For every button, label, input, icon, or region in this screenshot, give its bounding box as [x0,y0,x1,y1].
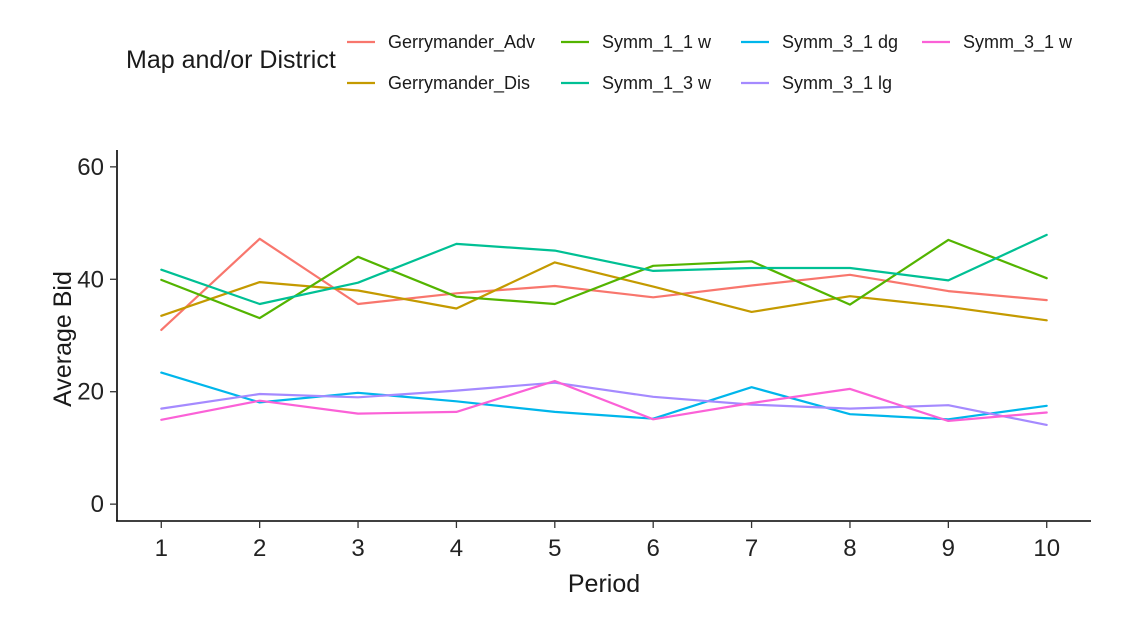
x-axis: 1 2 3 4 5 6 7 8 9 10 [116,520,1091,562]
y-tick-label-40: 40 [77,266,104,293]
series-line-symm-1-1-w [160,238,1048,320]
legend-item-gerrymander-adv: Gerrymander_Adv [347,32,535,53]
y-tick-label-0: 0 [91,491,104,518]
plot-area [160,233,1048,426]
series-line-symm-3-1-dg [160,371,1048,421]
legend-item-symm-3-1-dg: Symm_3_1 dg [741,32,898,53]
x-tick-label-1: 1 [155,535,168,562]
legend-item-symm-3-1-w: Symm_3_1 w [922,32,1073,53]
legend-label-symm-3-1-lg: Symm_3_1 lg [782,73,892,94]
legend-item-symm-1-1-w: Symm_1_1 w [561,32,712,53]
legend-label-gerrymander-adv: Gerrymander_Adv [388,32,535,53]
legend: Gerrymander_Adv Gerrymander_Dis Symm_1_1 w… [347,32,1073,94]
legend-title: Map and/or District [126,46,336,74]
x-tick-label-10: 10 [1033,535,1060,562]
x-tick-label-3: 3 [351,535,364,562]
x-tick-label-4: 4 [450,535,463,562]
legend-label-symm-3-1-w: Symm_3_1 w [963,32,1073,53]
y-axis-title: Average Bid [49,271,77,407]
y-tick-label-20: 20 [77,379,104,406]
x-tick-label-2: 2 [253,535,266,562]
legend-label-symm-3-1-dg: Symm_3_1 dg [782,32,898,53]
x-tick-label-5: 5 [548,535,561,562]
legend-item-symm-3-1-lg: Symm_3_1 lg [741,73,892,94]
legend-label-symm-1-3-w: Symm_1_3 w [602,73,712,94]
x-tick-label-9: 9 [942,535,955,562]
legend-label-symm-1-1-w: Symm_1_1 w [602,32,712,53]
x-tick-label-6: 6 [647,535,660,562]
x-tick-label-7: 7 [745,535,758,562]
series-line-symm-3-1-w [160,379,1048,422]
legend-item-gerrymander-dis: Gerrymander_Dis [347,73,530,94]
series-line-symm-3-1-lg [160,381,1048,426]
legend-label-gerrymander-dis: Gerrymander_Dis [388,73,530,94]
series-line-symm-1-3-w [160,233,1048,306]
y-axis: 0 20 40 60 [77,150,118,521]
x-tick-label-8: 8 [843,535,856,562]
legend-item-symm-1-3-w: Symm_1_3 w [561,73,712,94]
series-line-gerrymander-adv [160,237,1048,331]
x-axis-title: Period [568,570,640,598]
y-tick-label-60: 60 [77,154,104,181]
